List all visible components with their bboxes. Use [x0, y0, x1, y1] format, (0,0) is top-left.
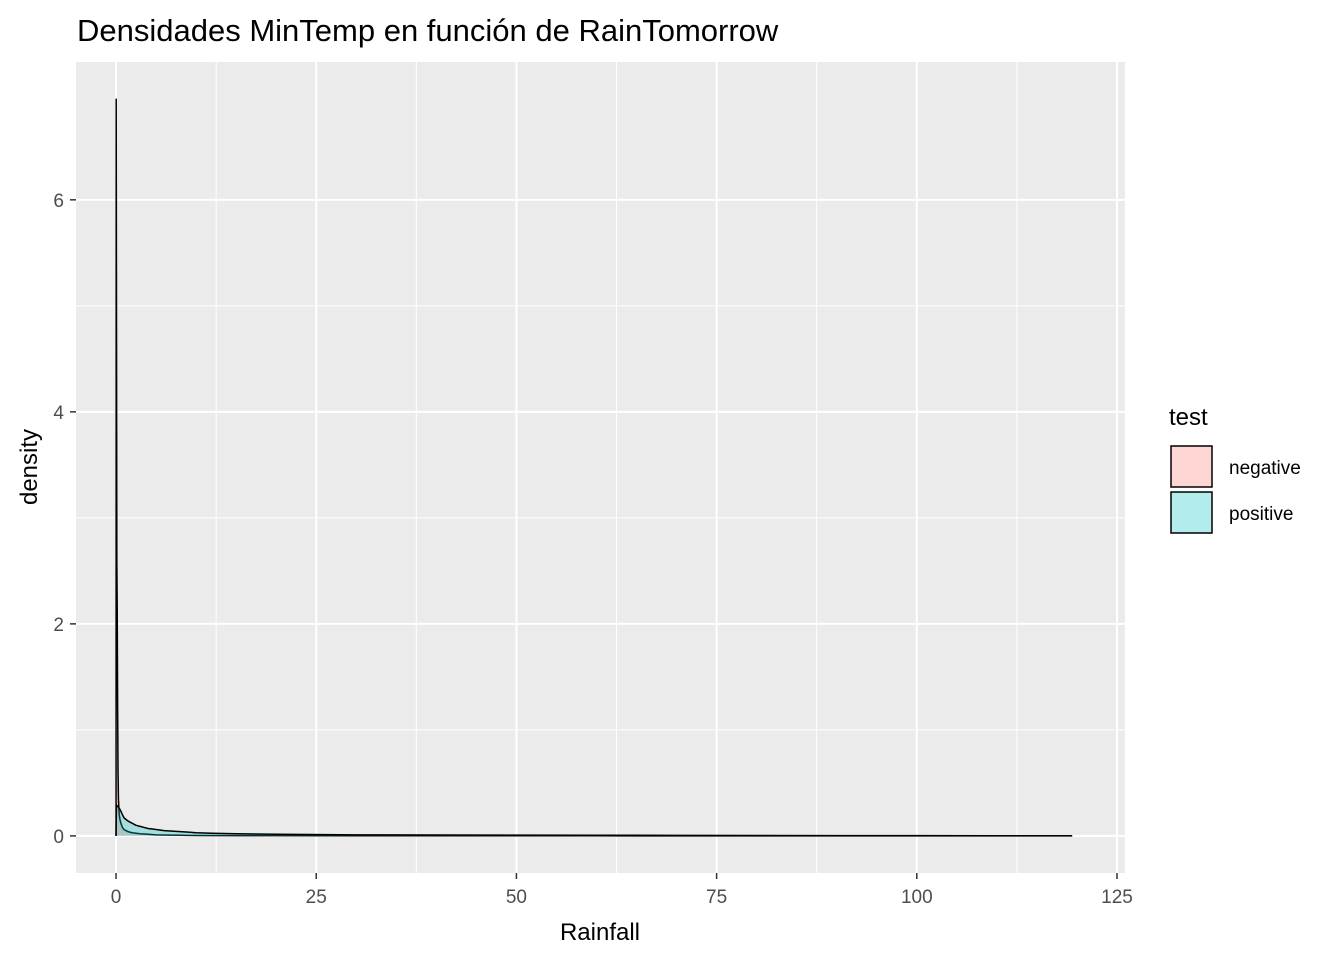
x-tick-label: 50 — [506, 887, 527, 908]
y-tick-label: 6 — [53, 191, 64, 212]
density-line-positive — [115, 804, 1073, 837]
legend-key-negative — [1170, 445, 1213, 488]
grid-lines — [76, 62, 1125, 873]
x-tick-label: 75 — [706, 887, 727, 908]
legend-key-bg — [1170, 491, 1213, 534]
legend-items: negative positive — [1170, 445, 1301, 534]
y-tick-label: 2 — [53, 615, 64, 636]
y-axis: 0 2 4 6 — [53, 191, 76, 848]
plot-panel — [76, 62, 1125, 873]
density-series — [115, 98, 1073, 837]
x-tick-label: 125 — [1101, 887, 1133, 908]
legend: test negative positive — [1169, 404, 1301, 534]
legend-title: test — [1169, 404, 1208, 431]
legend-key-bg — [1170, 445, 1213, 488]
legend-label-positive: positive — [1229, 504, 1293, 525]
y-tick-label: 4 — [53, 403, 64, 424]
x-tick-label: 25 — [306, 887, 327, 908]
x-tick-label: 100 — [901, 887, 933, 908]
x-axis-title: Rainfall — [560, 919, 640, 946]
y-tick-label: 0 — [53, 827, 64, 848]
x-tick-label: 0 — [111, 887, 122, 908]
chart-title: Densidades MinTemp en función de RainTom… — [77, 13, 779, 48]
legend-label-negative: negative — [1229, 458, 1301, 479]
y-axis-title: density — [16, 429, 43, 505]
legend-key-positive — [1170, 491, 1213, 534]
x-axis: 0 25 50 75 100 125 — [111, 873, 1133, 908]
